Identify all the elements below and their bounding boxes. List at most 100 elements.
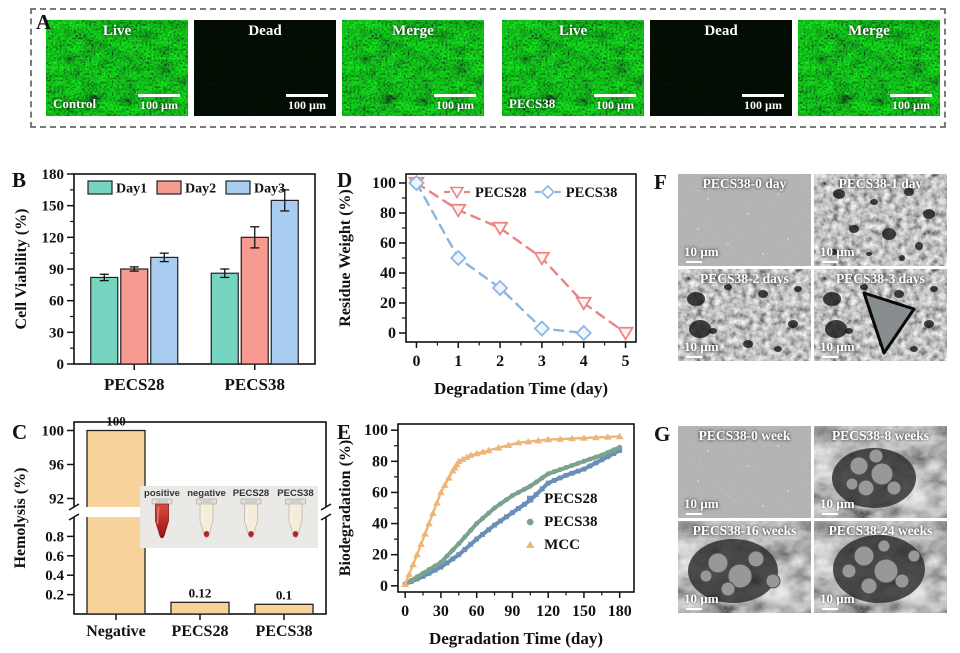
svg-text:100: 100 <box>106 414 126 429</box>
svg-text:20: 20 <box>372 547 388 564</box>
sem-sample-label: PECS38-8 weeks <box>831 428 930 443</box>
scale-bar-label: 10 µm <box>684 496 719 511</box>
scale-bar-label: 10 µm <box>820 339 855 354</box>
svg-text:Degradation Time (day): Degradation Time (day) <box>429 629 603 648</box>
svg-text:0.2: 0.2 <box>45 588 64 604</box>
svg-text:100: 100 <box>372 175 396 192</box>
svg-text:negative: negative <box>187 488 226 499</box>
sem-sample-label: PECS38-0 week <box>698 428 791 443</box>
svg-text:PECS28: PECS28 <box>104 375 164 394</box>
scale-bar-label: 10 µm <box>820 591 855 606</box>
panel-label-e: E <box>337 420 352 444</box>
sem-texture <box>814 269 947 361</box>
scale-bar: 100 µm <box>286 94 328 113</box>
scale-bar-line <box>822 261 838 263</box>
svg-text:60: 60 <box>372 484 388 501</box>
sem-texture <box>814 426 947 518</box>
svg-text:120: 120 <box>536 603 560 620</box>
svg-text:Hemolysis (%): Hemolysis (%) <box>12 468 29 569</box>
stain-label: Live <box>558 23 588 39</box>
svg-text:0.1: 0.1 <box>276 587 292 602</box>
svg-text:150: 150 <box>42 199 65 215</box>
svg-text:3: 3 <box>538 353 546 370</box>
svg-text:90: 90 <box>504 603 520 620</box>
svg-text:0: 0 <box>388 325 396 342</box>
sem-pecs38-0-day: PECS38-0 day 10 µm <box>678 174 811 266</box>
svg-text:20: 20 <box>380 295 396 312</box>
svg-text:positive: positive <box>144 488 180 499</box>
panel-label-c: C <box>12 420 28 444</box>
svg-text:Residue Weight (%): Residue Weight (%) <box>337 189 354 326</box>
sem-sample-label: PECS38-24 weeks <box>828 523 933 538</box>
scale-bar: 100 µm <box>742 94 784 113</box>
svg-text:Negative: Negative <box>86 623 146 640</box>
sem-pecs38-1-day: PECS38-1 day 10 µm <box>814 174 947 266</box>
svg-text:0: 0 <box>401 603 409 620</box>
cell-viability-bar-chart: 0 30 60 90 120 150 180 PECS28 PECS38 Day1 Day2 Day3… <box>10 166 325 414</box>
sem-pecs38-24-weeks: PECS38-24 weeks 10 µm <box>814 521 947 613</box>
stain-label: Dead <box>248 23 282 39</box>
dark-field-texture <box>650 20 792 116</box>
svg-text:2: 2 <box>496 353 504 370</box>
scale-bar-label: 10 µm <box>684 591 719 606</box>
scale-bar-line <box>686 356 702 358</box>
dark-field-texture <box>194 20 336 116</box>
svg-text:MCC: MCC <box>544 537 580 553</box>
sem-pecs38-2-days: PECS38-2 days 10 µm <box>678 269 811 361</box>
svg-text:180: 180 <box>608 603 632 620</box>
scale-bar: 10 µm <box>684 591 719 610</box>
sample-label: PECS38 <box>509 96 556 111</box>
sem-sample-label: PECS38-3 days <box>836 271 925 286</box>
sem-texture <box>678 269 811 361</box>
fluorescence-texture <box>342 20 484 116</box>
sem-pecs38-3-days: PECS38-3 days 10 µm <box>814 269 947 361</box>
svg-text:0.6: 0.6 <box>45 549 64 565</box>
scale-bar: 100 µm <box>434 94 476 113</box>
scale-bar-label: 10 µm <box>820 496 855 511</box>
scale-bar-label: 100 µm <box>744 98 782 112</box>
scale-bar-line <box>434 94 476 97</box>
sem-sample-label: PECS38-0 day <box>702 176 787 191</box>
svg-text:PECS28: PECS28 <box>233 488 269 499</box>
svg-text:30: 30 <box>49 325 64 341</box>
scale-bar-label: 100 µm <box>436 98 474 112</box>
sem-sample-label: PECS38-2 days <box>700 271 789 286</box>
scale-bar-label: 10 µm <box>820 244 855 259</box>
sem-pecs38-0-week: PECS38-0 week 10 µm <box>678 426 811 518</box>
scale-bar-label: 100 µm <box>892 98 930 112</box>
svg-text:0: 0 <box>57 357 65 373</box>
scale-bar-line <box>594 94 636 97</box>
svg-text:150: 150 <box>572 603 596 620</box>
fluorescence-texture <box>798 20 940 116</box>
micrograph-control-merge: Merge 100 µm <box>342 20 484 116</box>
svg-text:96: 96 <box>49 458 65 474</box>
micrograph-pecs38-merge: Merge 100 µm <box>798 20 940 116</box>
svg-text:80: 80 <box>372 453 388 470</box>
svg-text:60: 60 <box>469 603 485 620</box>
svg-text:0.8: 0.8 <box>45 529 64 545</box>
scale-bar-label: 100 µm <box>140 98 178 112</box>
svg-text:Day1: Day1 <box>116 182 147 197</box>
scale-bar: 100 µm <box>594 94 636 113</box>
svg-text:PECS38: PECS38 <box>256 623 313 640</box>
svg-text:0: 0 <box>380 578 388 595</box>
sample-label: Control <box>53 96 97 111</box>
panel-label-a: A <box>36 10 52 34</box>
fluorescence-texture <box>46 20 188 116</box>
panel-label-d: D <box>337 168 353 192</box>
svg-text:80: 80 <box>380 205 396 222</box>
scale-bar-line <box>890 94 932 97</box>
svg-text:PECS28: PECS28 <box>475 185 527 201</box>
panel-f-sem-grid: PECS38-0 day 10 µm PECS38-1 day 10 µm PE… <box>678 174 947 361</box>
scale-bar: 10 µm <box>684 339 719 358</box>
scale-bar-label: 10 µm <box>684 244 719 259</box>
hemolysis-bar-chart: 100 Negative 0.12 PECS28 0.1 PECS38 0.2 0.4 0.6 0… <box>10 414 336 650</box>
sem-sample-label: PECS38-1 day <box>838 176 923 191</box>
scale-bar-label: 100 µm <box>288 98 326 112</box>
svg-text:1: 1 <box>454 353 462 370</box>
svg-text:40: 40 <box>380 265 396 282</box>
svg-text:0: 0 <box>412 353 420 370</box>
scale-bar-line <box>742 94 784 97</box>
micrograph-row: Live Control 100 µm Dead 100 µm Merge 10… <box>46 20 940 116</box>
